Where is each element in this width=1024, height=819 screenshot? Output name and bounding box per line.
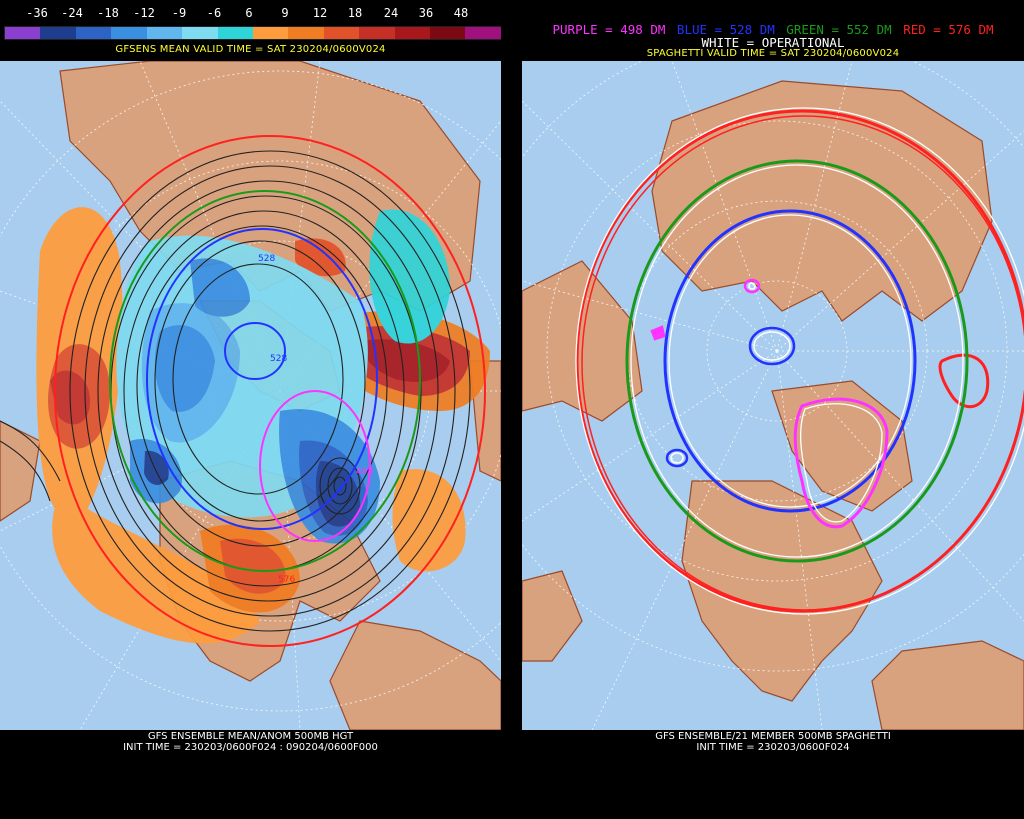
legend-swatch [430, 27, 466, 39]
legend-swatch [288, 27, 324, 39]
mean-footer-init: INIT TIME = 230203/0600F024 : 090204/060… [123, 742, 378, 753]
spaghetti-footer-title: GFS ENSEMBLE/21 MEMBER 500MB SPAGHETTI [655, 731, 891, 742]
legend-blue: BLUE = 528 DM [676, 22, 775, 37]
legend-swatch [323, 27, 360, 39]
legend-swatch [217, 27, 253, 39]
legend-swatch [359, 27, 395, 39]
spaghetti-panel: PURPLE = 498 DM BLUE = 528 DM GREEN = 55… [522, 0, 1024, 819]
legend-tick: -9 [171, 6, 187, 20]
legend-tick: 12 [312, 6, 328, 20]
mean-anomaly-panel: -36 -24 -18 -12 -9 -6 6 9 12 18 24 36 48… [0, 0, 501, 819]
legend-swatch [40, 27, 76, 39]
legend-ticks: -36 -24 -18 -12 -9 -6 6 9 12 18 24 36 48 [4, 6, 500, 22]
legend-tick: -12 [133, 6, 155, 20]
mean-anomaly-map: 528 528 498 576 [0, 61, 501, 730]
spaghetti-footer: GFS ENSEMBLE/21 MEMBER 500MB SPAGHETTI I… [522, 731, 1024, 753]
legend-swatch [465, 27, 501, 39]
mean-valid-time-title: GFSENS MEAN VALID TIME = SAT 230204/0600… [115, 44, 386, 55]
graticule [522, 61, 1024, 730]
contour-label-528-a: 528 [258, 254, 275, 264]
spaghetti-map [522, 61, 1024, 730]
legend-tick: -36 [26, 6, 48, 20]
legend-tick: 24 [383, 6, 399, 20]
contour-labels: 528 528 498 576 [258, 254, 373, 585]
anomaly-color-legend: -36 -24 -18 -12 -9 -6 6 9 12 18 24 36 48 [4, 6, 501, 40]
legend-swatch [5, 27, 41, 39]
legend-white: WHITE = OPERATIONAL [701, 35, 845, 50]
contour-label-498: 498 [356, 467, 373, 477]
polar-stereographic-map [522, 61, 1024, 730]
legend-tick: 18 [347, 6, 363, 20]
polar-stereographic-map: 528 528 498 576 [0, 61, 501, 730]
legend-tick: 6 [245, 6, 253, 20]
spaghetti-valid-time-title: SPAGHETTI VALID TIME = SAT 230204/0600V0… [646, 48, 900, 59]
height-contours [0, 150, 471, 632]
legend-tick: -6 [206, 6, 222, 20]
contour-label-576: 576 [278, 575, 295, 585]
legend-color-bar [4, 26, 501, 40]
legend-tick: -18 [97, 6, 119, 20]
legend-swatch [146, 27, 183, 39]
legend-tick: 48 [453, 6, 469, 20]
legend-tick: 36 [418, 6, 434, 20]
legend-swatch [75, 27, 112, 39]
spaghetti-footer-init: INIT TIME = 230203/0600F024 [696, 742, 850, 753]
panel-divider [501, 0, 522, 819]
legend-swatch [182, 27, 218, 39]
legend-swatch [111, 27, 147, 39]
legend-red: RED = 576 DM [903, 22, 994, 37]
legend-green: GREEN = 552 DM [786, 22, 892, 37]
mean-footer: GFS ENSEMBLE MEAN/ANOM 500MB HGT INIT TI… [0, 731, 501, 753]
legend-tick: -24 [61, 6, 83, 20]
spaghetti-contours [575, 107, 1024, 615]
key-contours [54, 135, 486, 647]
contour-label-528-b: 528 [270, 354, 287, 364]
legend-purple: PURPLE = 498 DM [552, 22, 666, 37]
spaghetti-line-legend: PURPLE = 498 DM BLUE = 528 DM GREEN = 55… [522, 22, 1024, 37]
legend-swatch [394, 27, 431, 39]
legend-tick: 9 [281, 6, 289, 20]
mean-footer-title: GFS ENSEMBLE MEAN/ANOM 500MB HGT [147, 731, 354, 742]
legend-swatch [252, 27, 289, 39]
